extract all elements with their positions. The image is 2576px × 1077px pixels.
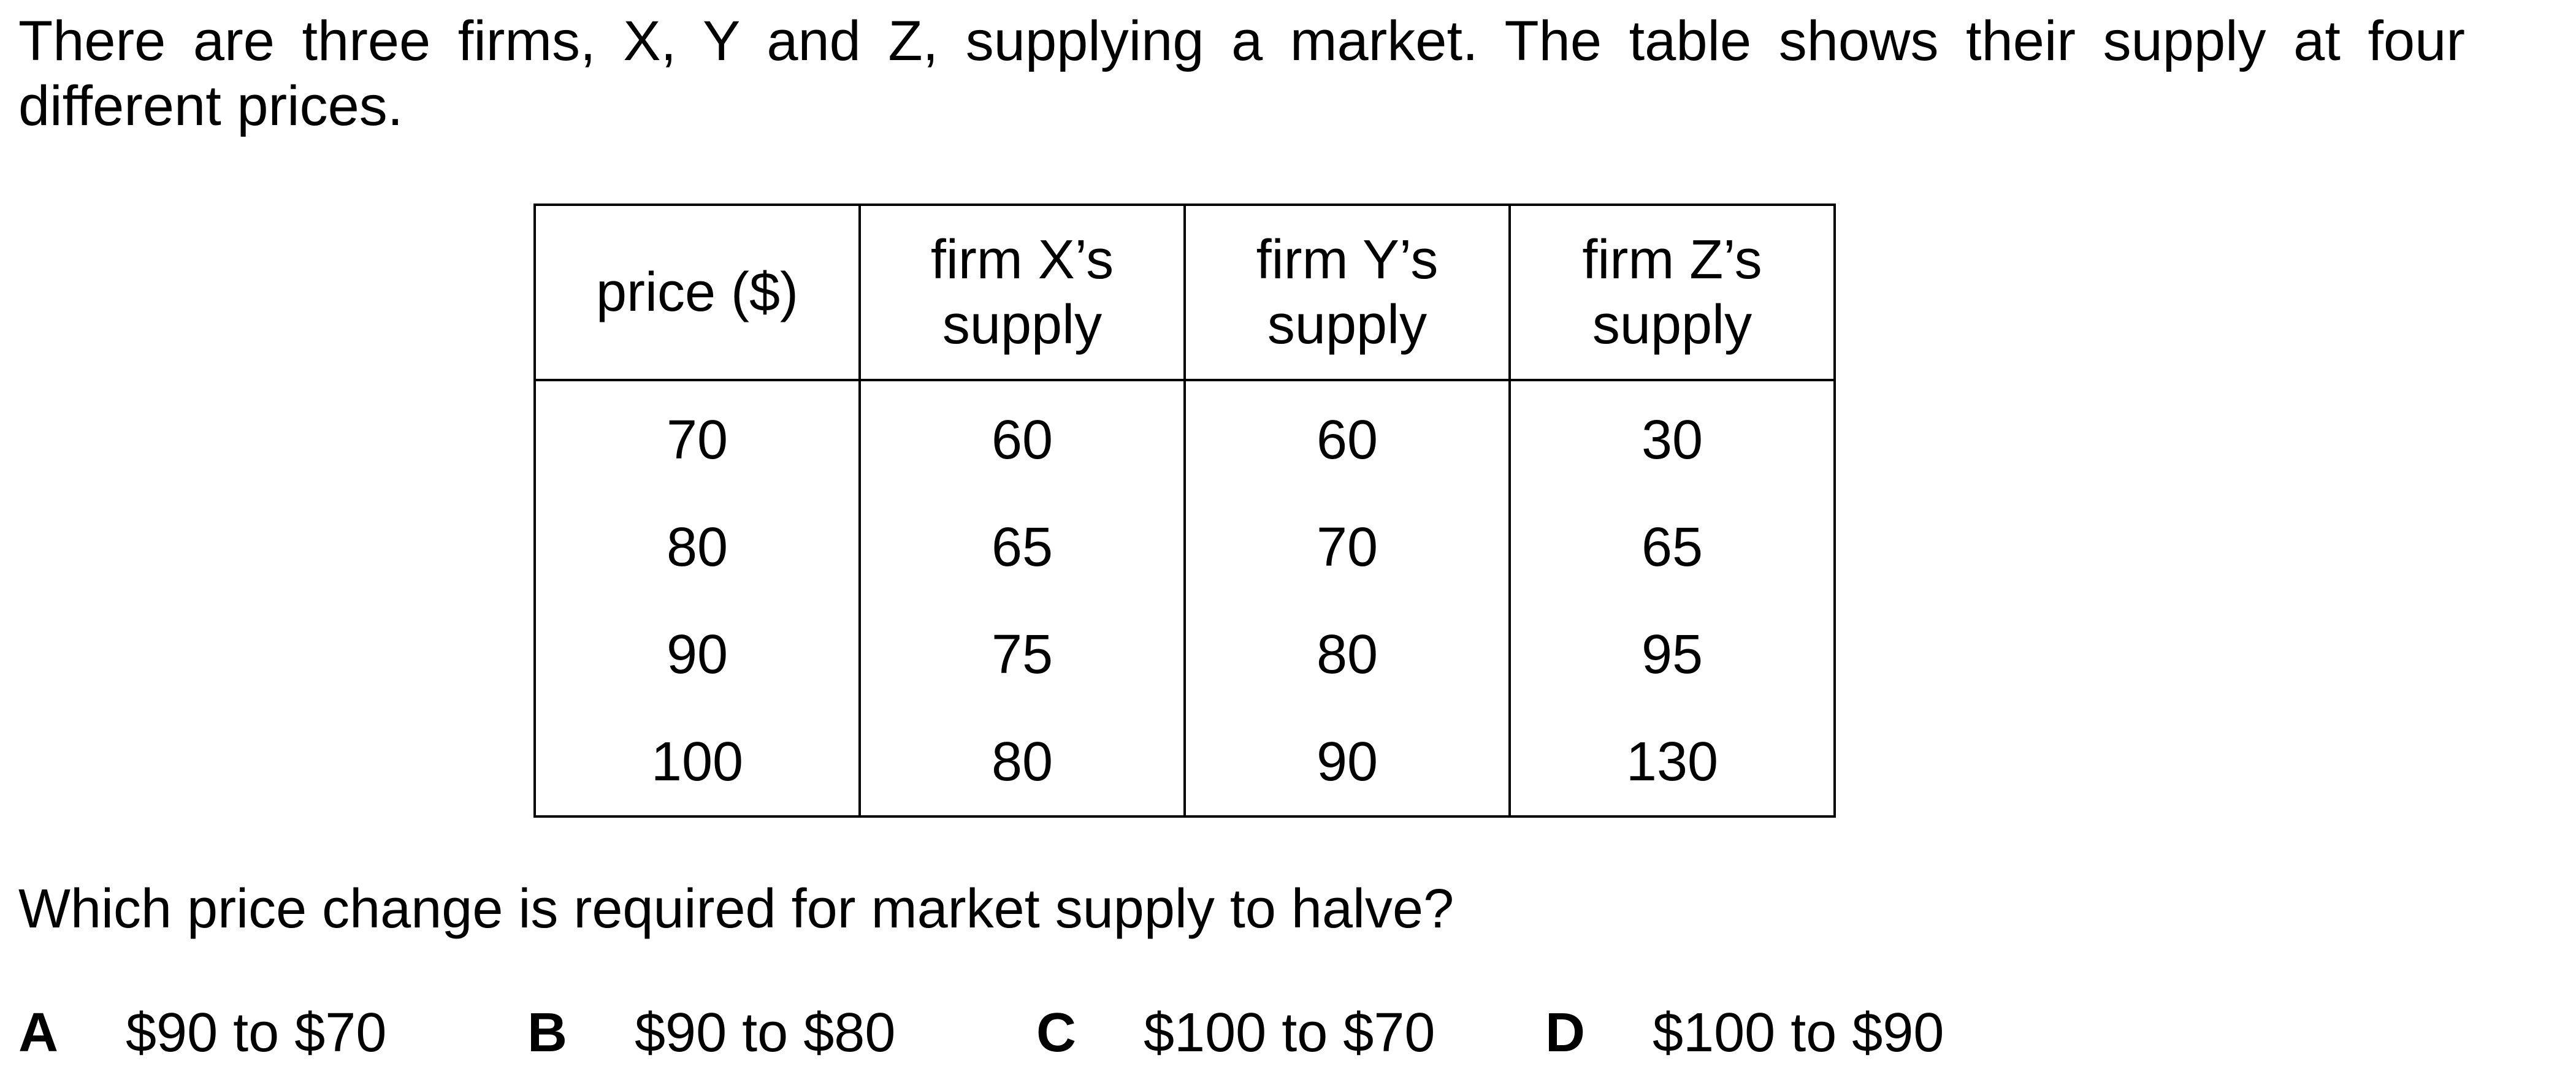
header-firm-x-line2: supply bbox=[942, 294, 1103, 356]
option-c-text: $100 to $70 bbox=[1144, 1002, 1435, 1064]
cell-firm-y-supply: 90 bbox=[1183, 708, 1511, 818]
table-row: 70 60 60 30 bbox=[533, 380, 1836, 493]
cell-firm-z-supply: 130 bbox=[1508, 708, 1836, 818]
option-d-text: $100 to $90 bbox=[1653, 1002, 1944, 1064]
option-a-letter: A bbox=[18, 1002, 58, 1064]
header-firm-y-line1: firm Y’s bbox=[1256, 229, 1439, 291]
table-header-row: price ($) firm X’s supply firm Y’s suppl… bbox=[533, 204, 1836, 381]
header-price: price ($) bbox=[533, 204, 861, 381]
table-row: 100 80 90 130 bbox=[533, 708, 1836, 818]
cell-firm-y-supply: 60 bbox=[1183, 380, 1511, 493]
cell-price: 70 bbox=[533, 380, 861, 493]
cell-firm-y-supply: 80 bbox=[1183, 601, 1511, 708]
question-text: Which price change is required for marke… bbox=[18, 878, 1454, 940]
header-firm-z-line2: supply bbox=[1592, 294, 1752, 356]
supply-table: price ($) firm X’s supply firm Y’s suppl… bbox=[533, 204, 1836, 818]
header-firm-z-line1: firm Z’s bbox=[1582, 229, 1762, 291]
option-b-letter: B bbox=[527, 1002, 567, 1064]
cell-price: 80 bbox=[533, 493, 861, 601]
table-row: 80 65 70 65 bbox=[533, 493, 1836, 601]
header-firm-x-line1: firm X’s bbox=[930, 229, 1114, 291]
cell-price: 90 bbox=[533, 601, 861, 708]
option-d-letter: D bbox=[1545, 1002, 1585, 1064]
header-firm-x: firm X’s supply bbox=[858, 204, 1186, 381]
question-intro: There are three firms, X, Y and Z, suppl… bbox=[18, 10, 2465, 137]
header-firm-z: firm Z’s supply bbox=[1508, 204, 1836, 381]
table-row: 90 75 80 95 bbox=[533, 601, 1836, 708]
header-firm-y: firm Y’s supply bbox=[1183, 204, 1511, 381]
answer-options: A $90 to $70 B $90 to $80 C $100 to $70 … bbox=[18, 1000, 2532, 1065]
cell-firm-z-supply: 65 bbox=[1508, 493, 1836, 601]
cell-firm-x-supply: 60 bbox=[858, 380, 1186, 493]
option-b-text: $90 to $80 bbox=[635, 1002, 896, 1064]
option-a-text: $90 to $70 bbox=[126, 1002, 387, 1064]
cell-firm-y-supply: 70 bbox=[1183, 493, 1511, 601]
cell-firm-x-supply: 75 bbox=[858, 601, 1186, 708]
cell-firm-x-supply: 65 bbox=[858, 493, 1186, 601]
option-c-letter: C bbox=[1036, 1002, 1076, 1064]
cell-firm-x-supply: 80 bbox=[858, 708, 1186, 818]
cell-price: 100 bbox=[533, 708, 861, 818]
header-price-label: price ($) bbox=[595, 262, 799, 323]
header-firm-y-line2: supply bbox=[1267, 294, 1428, 356]
cell-firm-z-supply: 95 bbox=[1508, 601, 1836, 708]
cell-firm-z-supply: 30 bbox=[1508, 380, 1836, 493]
